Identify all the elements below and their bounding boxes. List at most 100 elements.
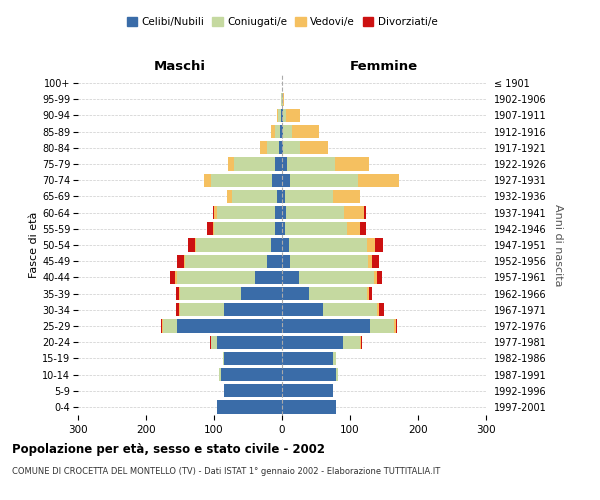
Bar (333, 352, 337, 365)
Bar (275, 206, 282, 220)
Bar (217, 336, 282, 349)
Bar (255, 270, 282, 284)
Text: Popolazione per età, sesso e stato civile - 2002: Popolazione per età, sesso e stato civil… (12, 442, 325, 456)
Bar (212, 206, 214, 220)
Bar (282, 384, 333, 398)
Bar (175, 270, 176, 284)
Bar (184, 254, 185, 268)
Bar (282, 254, 290, 268)
Bar (367, 238, 375, 252)
Bar (176, 270, 255, 284)
Legend: Celibi/Nubili, Coniugati/e, Vedovi/e, Divorziati/e: Celibi/Nubili, Coniugati/e, Vedovi/e, Di… (122, 12, 442, 31)
Bar (235, 158, 275, 170)
Bar (180, 303, 224, 316)
Bar (267, 254, 282, 268)
Bar (286, 109, 299, 122)
Bar (232, 190, 277, 203)
Bar (290, 254, 368, 268)
Bar (283, 141, 301, 154)
Bar (333, 190, 360, 203)
Bar (283, 125, 292, 138)
Bar (275, 158, 282, 170)
Bar (343, 336, 360, 349)
Bar (275, 222, 282, 235)
Bar (277, 109, 278, 122)
Bar (286, 206, 344, 220)
Bar (170, 270, 175, 284)
Bar (196, 238, 271, 252)
Bar (227, 158, 235, 170)
Bar (214, 222, 275, 235)
Bar (358, 174, 399, 187)
Bar (260, 141, 267, 154)
Bar (163, 320, 176, 332)
Bar (372, 254, 379, 268)
Bar (394, 320, 395, 332)
Bar (377, 303, 379, 316)
Bar (283, 109, 286, 122)
Text: COMUNE DI CROCETTA DEL MONTELLO (TV) - Dati ISTAT 1° gennaio 2002 - Elaborazione: COMUNE DI CROCETTA DEL MONTELLO (TV) - D… (12, 468, 440, 476)
Bar (375, 238, 383, 252)
Bar (161, 320, 163, 332)
Bar (282, 206, 286, 220)
Bar (282, 287, 309, 300)
Bar (176, 320, 282, 332)
Bar (211, 336, 217, 349)
Bar (360, 336, 361, 349)
Bar (281, 92, 282, 106)
Bar (217, 206, 275, 220)
Bar (211, 174, 272, 187)
Bar (221, 368, 282, 381)
Bar (282, 190, 286, 203)
Bar (282, 400, 337, 413)
Bar (282, 158, 287, 170)
Bar (282, 368, 337, 381)
Y-axis label: Fasce di età: Fasce di età (29, 212, 39, 278)
Bar (224, 303, 282, 316)
Bar (279, 141, 282, 154)
Bar (282, 238, 289, 252)
Bar (286, 222, 347, 235)
Bar (278, 109, 281, 122)
Bar (364, 206, 365, 220)
Bar (379, 303, 384, 316)
Bar (282, 336, 343, 349)
Bar (299, 270, 374, 284)
Bar (292, 125, 319, 138)
Bar (272, 174, 282, 187)
Bar (323, 303, 377, 316)
Bar (275, 125, 280, 138)
Bar (179, 303, 180, 316)
Bar (309, 287, 367, 300)
Bar (283, 92, 284, 106)
Bar (374, 270, 377, 284)
Bar (290, 174, 358, 187)
Bar (214, 206, 217, 220)
Bar (287, 158, 335, 170)
Bar (282, 270, 299, 284)
Bar (271, 238, 282, 252)
Bar (210, 336, 211, 349)
Bar (282, 141, 283, 154)
Bar (207, 222, 212, 235)
Bar (177, 254, 184, 268)
Bar (361, 336, 362, 349)
Bar (224, 352, 282, 365)
Bar (227, 190, 232, 203)
Bar (204, 174, 211, 187)
Y-axis label: Anni di nascita: Anni di nascita (553, 204, 563, 286)
Bar (282, 92, 283, 106)
Bar (360, 222, 365, 235)
Bar (176, 303, 179, 316)
Bar (185, 254, 267, 268)
Bar (180, 287, 241, 300)
Bar (176, 287, 179, 300)
Bar (282, 303, 323, 316)
Bar (282, 125, 283, 138)
Bar (301, 141, 328, 154)
Bar (377, 270, 382, 284)
Bar (212, 222, 214, 235)
Bar (367, 287, 369, 300)
Bar (280, 125, 282, 138)
Bar (369, 287, 373, 300)
